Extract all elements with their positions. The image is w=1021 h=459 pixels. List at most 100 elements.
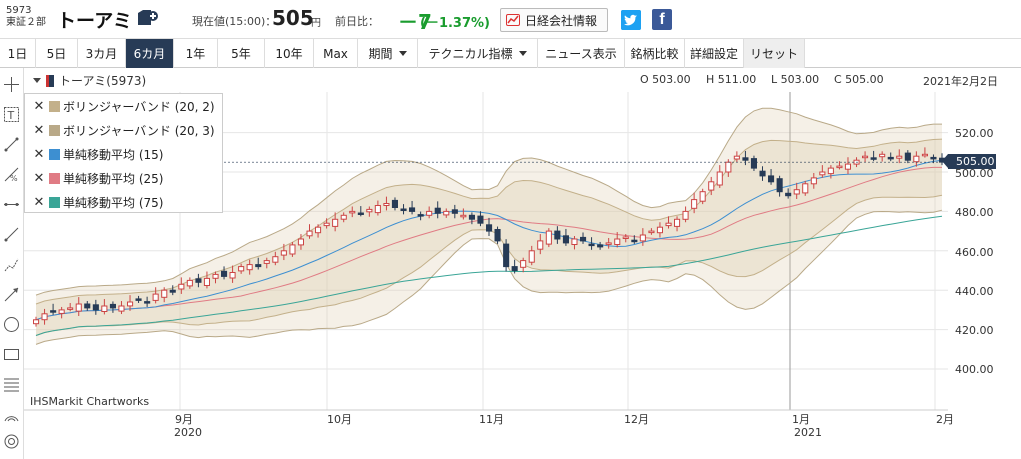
legend-item-bollinger-20-3: ✕ ボリンジャーバンド (20, 3) [25,118,222,142]
ohlc-high: H 511.00 [706,73,757,86]
candle-body [896,155,903,159]
close-icon[interactable]: ✕ [33,98,45,114]
chevron-down-icon [518,51,527,56]
ray-line-icon[interactable] [3,226,20,243]
candle-body [340,214,347,220]
candle-body [580,236,587,242]
stock-market: 東証２部 [6,17,46,28]
close-icon[interactable]: ✕ [33,122,45,138]
candle-body [545,230,552,245]
text-tool-icon[interactable]: T [3,106,20,123]
percent-line-icon[interactable]: % [3,166,20,183]
reset-button[interactable]: リセット [744,39,805,68]
sma-15-line [35,159,943,321]
trend-line-icon[interactable] [3,136,20,153]
candle-body [785,192,792,197]
rectangle-tool-icon[interactable] [3,346,20,363]
range-5d-button[interactable]: 5日 [36,39,78,68]
arrow-line-icon[interactable] [3,286,20,303]
facebook-icon[interactable]: f [652,9,672,30]
indicator-legend: ✕ ボリンジャーバンド (20, 2) ✕ ボリンジャーバンド (20, 3) … [24,93,223,213]
candle-body [67,307,74,310]
news-display-button[interactable]: ニュース表示 [538,39,625,68]
range-max-button[interactable]: Max [314,39,358,68]
twitter-icon[interactable] [621,10,641,30]
close-icon[interactable]: ✕ [33,146,45,162]
candle-body [597,244,604,248]
range-3m-button[interactable]: 3カ月 [78,39,126,68]
nikkei-company-info-label: 日経会社情報 [525,13,598,28]
candle-body [503,243,510,268]
candle-body [315,226,322,234]
range-10y-button[interactable]: 10年 [265,39,314,68]
bollinger-band-20-2-fill [36,139,942,336]
compare-button[interactable]: 銘柄比較 [625,39,685,68]
legend-swatch [49,172,60,184]
legend-label: 単純移動平均 (75) [63,195,164,210]
svg-text:T: T [7,109,15,122]
candle-body [323,222,330,227]
candle-body [870,157,877,160]
range-5y-label: 5年 [231,47,251,61]
candle-body [819,171,826,176]
advanced-settings-button[interactable]: 詳細設定 [685,39,744,68]
legend-item-sma-25: ✕ 単純移動平均 (25) [25,166,222,190]
period-dropdown[interactable]: 期間 [358,39,418,68]
reset-label: リセット [749,47,798,61]
ohlc-close: C 505.00 [834,73,884,86]
price-chart[interactable] [24,68,1021,459]
candle-body [511,266,518,272]
candle-body [733,155,740,160]
chart-trend-icon [506,14,520,26]
candle-body [674,218,681,227]
candle-body [272,256,279,263]
chart-symbol-row[interactable]: トーアミ(5973) [33,72,146,89]
channel-line-icon[interactable] [3,256,20,273]
circle-tool-icon[interactable] [3,316,20,333]
x-tick-label: 11月 [479,413,504,426]
x-tick-label: 9月 [175,413,193,426]
range-3m-label: 3カ月 [85,47,118,61]
candle-body [289,244,296,255]
candle-body [238,266,245,272]
candle-body [203,277,210,286]
range-6m-button[interactable]: 6カ月 [126,39,174,68]
x-tick-label: 10月 [327,413,352,426]
range-5y-button[interactable]: 5年 [218,39,265,68]
y-tick-label: 500.00 [955,167,994,180]
technical-indicators-dropdown[interactable]: テクニカル指標 [418,39,538,68]
candle-body [41,313,48,321]
chevron-down-icon[interactable] [33,78,41,83]
candle-body [460,214,467,218]
stock-code-block: 5973 東証２部 [6,5,46,29]
candle-body [827,167,834,175]
legend-item-bollinger-20-2: ✕ ボリンジャーバンド (20, 2) [25,94,222,118]
price-change: －7 [398,10,432,34]
candle-body [554,230,561,240]
candle-body [930,156,937,160]
range-1y-button[interactable]: 1年 [174,39,218,68]
x-tick-label: 12月 [624,413,649,426]
close-icon[interactable]: ✕ [33,194,45,210]
fibonacci-icon[interactable] [3,376,20,393]
candle-body [793,189,800,195]
ohlc-low: L 503.00 [771,73,820,86]
nikkei-company-info-button[interactable]: 日経会社情報 [500,8,608,32]
candle-body [417,214,424,217]
horizontal-line-icon[interactable] [3,196,20,213]
y-tick-label: 440.00 [955,285,994,298]
legend-item-sma-15: ✕ 単純移動平均 (15) [25,142,222,166]
spiral-tool-icon[interactable] [3,433,20,450]
legend-swatch [49,100,60,112]
arc-tool-icon[interactable] [3,406,20,423]
crosshair-icon[interactable] [3,76,20,93]
add-to-watchlist-icon[interactable] [138,10,158,27]
range-6m-label: 6カ月 [133,47,166,61]
candle-body [913,155,920,163]
candle-body [622,236,629,239]
range-1d-button[interactable]: 1日 [0,39,36,68]
candle-body [844,163,852,170]
close-icon[interactable]: ✕ [33,170,45,186]
legend-swatch [49,196,60,208]
candle-body [759,170,766,177]
